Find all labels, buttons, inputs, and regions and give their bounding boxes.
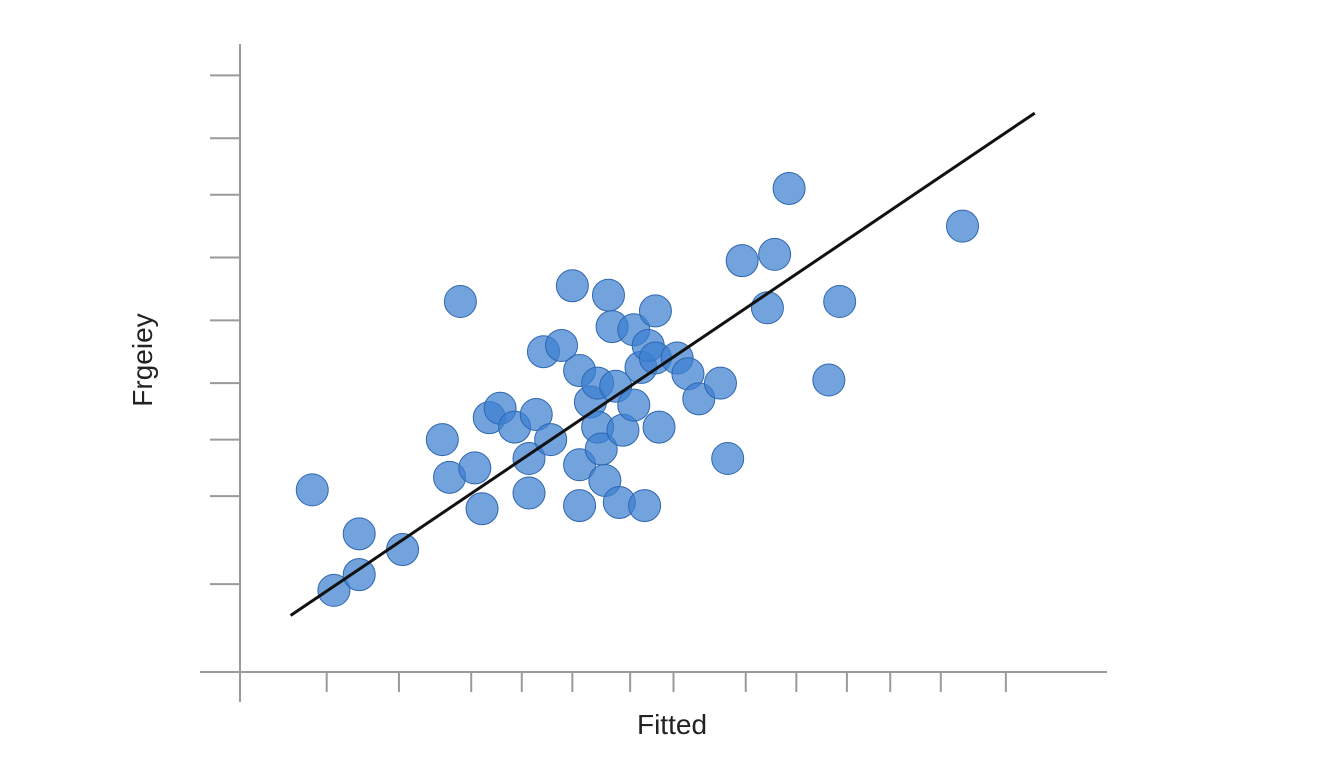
- data-point: [812, 363, 846, 397]
- y-axis-label: Frgeiey: [127, 313, 158, 406]
- data-point: [823, 284, 857, 318]
- y-axis-ticks: [210, 74, 240, 586]
- data-point: [555, 269, 589, 303]
- fit-line: [289, 111, 1036, 617]
- data-point: [591, 278, 625, 312]
- data-point: [750, 291, 784, 325]
- data-point: [425, 423, 459, 457]
- data-point: [342, 517, 376, 551]
- data-point: [703, 366, 737, 400]
- data-point: [772, 171, 806, 205]
- x-axis-ticks: [239, 672, 1007, 692]
- data-point: [946, 209, 979, 243]
- data-point: [563, 489, 597, 523]
- data-points: [295, 171, 979, 607]
- data-point: [628, 489, 662, 523]
- data-point: [638, 294, 672, 328]
- data-point: [458, 451, 492, 485]
- data-point: [295, 473, 329, 507]
- data-point: [725, 244, 759, 278]
- data-point: [443, 284, 477, 318]
- data-point: [545, 328, 579, 362]
- data-point: [465, 492, 499, 526]
- data-point: [758, 237, 792, 271]
- data-point: [642, 410, 676, 444]
- data-point: [617, 388, 651, 422]
- x-axis-label: Fitted: [637, 709, 707, 740]
- data-point: [519, 398, 553, 432]
- data-point: [512, 476, 546, 510]
- data-point: [711, 441, 745, 475]
- data-point: [342, 558, 376, 592]
